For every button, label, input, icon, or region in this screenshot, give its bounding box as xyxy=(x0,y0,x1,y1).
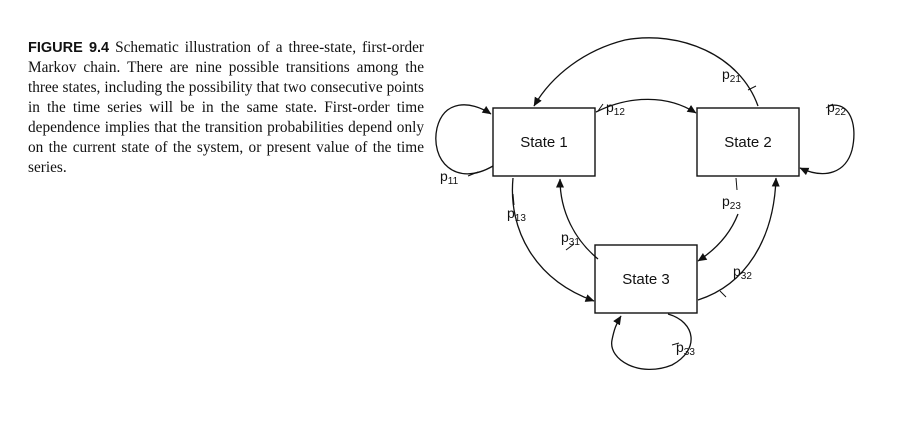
label-p31: p31 xyxy=(561,229,580,248)
tick-p31 xyxy=(565,243,575,251)
caption-text: Schematic illustration of a three-state,… xyxy=(28,39,424,176)
state-1: State 1 xyxy=(492,107,596,177)
state-1-label: State 1 xyxy=(520,134,568,151)
tick-p22 xyxy=(825,103,834,109)
edge-p22 xyxy=(799,104,855,176)
label-p13: p13 xyxy=(507,205,526,224)
label-p22: p22 xyxy=(827,99,846,118)
tick-p12 xyxy=(597,103,604,112)
label-p21: p21 xyxy=(722,66,741,85)
edge-p32 xyxy=(697,177,780,301)
edge-p21 xyxy=(533,37,759,107)
label-p23: p23 xyxy=(722,193,741,212)
edge-p33 xyxy=(611,313,692,370)
figure-label: FIGURE 9.4 xyxy=(28,40,110,56)
tick-p13 xyxy=(512,193,515,206)
state-2: State 2 xyxy=(696,107,800,177)
edge-p13 xyxy=(511,177,595,302)
state-2-label: State 2 xyxy=(724,134,772,151)
tick-p23 xyxy=(735,177,738,191)
edge-p11 xyxy=(435,104,494,175)
tick-p32 xyxy=(719,290,727,298)
edge-p12 xyxy=(595,98,697,114)
label-p12: p12 xyxy=(606,99,625,118)
figure-caption: FIGURE 9.4 Schematic illustration of a th… xyxy=(28,38,424,178)
edge-p31 xyxy=(556,178,599,260)
label-p32: p32 xyxy=(733,263,752,282)
edge-p23 xyxy=(697,213,739,262)
label-p33: p33 xyxy=(676,339,695,358)
tick-p11 xyxy=(467,171,479,177)
label-p11: p11 xyxy=(440,168,459,187)
state-3-label: State 3 xyxy=(622,271,670,288)
state-3: State 3 xyxy=(594,244,698,314)
tick-p33 xyxy=(671,342,680,346)
tick-p21 xyxy=(747,85,757,91)
